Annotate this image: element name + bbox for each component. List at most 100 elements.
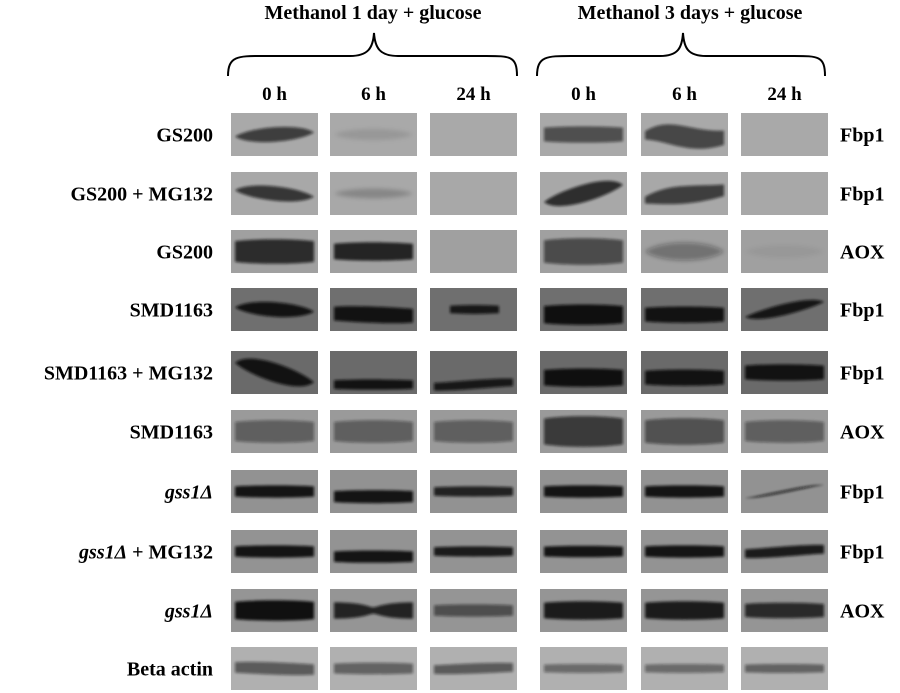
blot-lane	[540, 230, 627, 273]
blot-lane	[641, 288, 728, 331]
blot-row: SMD1163 Fbp1	[130, 288, 884, 331]
protein-band	[544, 180, 623, 207]
protein-band	[235, 301, 314, 318]
blot-lane	[430, 288, 517, 331]
blot-lane	[330, 647, 417, 690]
strain-label: SMD1163	[130, 422, 213, 444]
blot-lane	[330, 589, 417, 632]
group-label-1day: Methanol 1 day + glucose	[265, 2, 482, 24]
group-label-3days: Methanol 3 days + glucose	[578, 2, 803, 24]
blot-lane	[540, 530, 627, 573]
protein-band	[745, 364, 824, 381]
blot-lane	[430, 172, 517, 215]
blot-lane	[641, 113, 728, 156]
strain-label: gss1Δ	[164, 601, 213, 623]
protein-label: AOX	[840, 601, 885, 623]
protein-band	[434, 486, 513, 497]
protein-band	[745, 664, 824, 673]
blot-lane	[330, 113, 417, 156]
protein-band	[434, 662, 513, 675]
blot-lane	[741, 230, 828, 273]
strain-label: SMD1163	[130, 300, 213, 322]
protein-band	[235, 358, 314, 387]
protein-band	[544, 304, 623, 325]
blot-lane	[540, 410, 627, 453]
protein-band	[334, 420, 413, 443]
protein-band	[434, 378, 513, 391]
protein-band	[645, 418, 724, 445]
blot-lane	[231, 113, 318, 156]
strain-label: GS200	[156, 125, 213, 147]
protein-label: Fbp1	[840, 300, 884, 322]
blot-lane	[231, 647, 318, 690]
protein-label: Fbp1	[840, 184, 884, 206]
blot-lane	[540, 288, 627, 331]
blot-lane	[741, 647, 828, 690]
strain-label-italic: gss1Δ	[164, 601, 213, 623]
protein-band	[645, 601, 724, 620]
protein-band	[544, 126, 623, 143]
protein-band	[334, 306, 413, 324]
blot-row: gss1Δ AOX	[164, 589, 885, 632]
protein-band	[544, 416, 623, 447]
protein-band	[235, 545, 314, 558]
blot-lane	[540, 589, 627, 632]
brace-1day	[227, 32, 518, 77]
protein-band	[745, 420, 824, 443]
protein-band	[334, 662, 413, 675]
blot-row: gss1Δ Fbp1	[164, 470, 884, 513]
blot-lane	[641, 647, 728, 690]
blot-lane	[741, 530, 828, 573]
protein-label: AOX	[840, 242, 885, 264]
blot-lane	[430, 470, 517, 513]
blot-lane	[741, 410, 828, 453]
blot-row: GS200 + MG132 Fbp1	[70, 172, 884, 215]
blot-lane	[430, 351, 517, 394]
protein-band	[434, 420, 513, 443]
blot-lane	[540, 172, 627, 215]
strain-label: gss1Δ + MG132	[78, 542, 213, 564]
blot-lane	[330, 410, 417, 453]
blot-lane	[231, 589, 318, 632]
blot-lane	[430, 230, 517, 273]
blot-lane	[741, 172, 828, 215]
blot-lane	[540, 647, 627, 690]
blot-lane	[231, 172, 318, 215]
blot-lane	[330, 288, 417, 331]
protein-band	[334, 128, 413, 141]
timepoint-label: 24 h	[456, 84, 491, 105]
blot-lane	[330, 470, 417, 513]
blot-lane	[231, 288, 318, 331]
blot-lane	[741, 470, 828, 513]
timepoint-label: 6 h	[672, 84, 697, 105]
protein-band	[235, 185, 314, 202]
protein-band	[544, 601, 623, 620]
strain-label-italic: gss1Δ	[164, 482, 213, 504]
protein-label: AOX	[840, 422, 885, 444]
protein-band	[235, 126, 314, 143]
strain-label: GS200 + MG132	[70, 184, 213, 206]
protein-band	[334, 490, 413, 504]
protein-band	[235, 239, 314, 264]
protein-label: Fbp1	[840, 542, 884, 564]
protein-band	[334, 188, 413, 199]
protein-band	[334, 602, 413, 619]
protein-label: Fbp1	[840, 363, 884, 385]
blot-lane	[330, 530, 417, 573]
protein-band	[544, 485, 623, 498]
protein-band	[235, 661, 314, 676]
lane-background	[741, 172, 828, 215]
blot-lane	[231, 410, 318, 453]
protein-band	[434, 604, 513, 617]
protein-band	[745, 299, 824, 320]
protein-band	[745, 484, 824, 499]
blot-row: SMD1163 + MG132 Fbp1	[44, 351, 884, 394]
protein-band	[544, 238, 623, 265]
protein-band	[645, 545, 724, 558]
blot-lane	[741, 288, 828, 331]
blot-lane	[641, 351, 728, 394]
blot-lane	[330, 172, 417, 215]
